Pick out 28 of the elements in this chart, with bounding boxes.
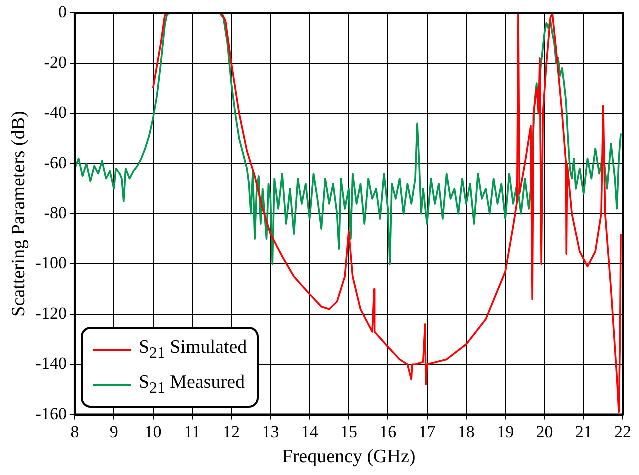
x-tick-label: 22 <box>614 422 632 442</box>
y-tick-label: -60 <box>44 153 67 172</box>
y-tick-label: -100 <box>36 254 67 273</box>
legend-label: S$_{21}$ Measured <box>138 370 246 398</box>
x-tick-label: 18 <box>458 422 475 442</box>
y-tick-label: -20 <box>44 52 67 72</box>
x-tick-label: 16 <box>380 422 397 442</box>
x-tick-label: 19 <box>497 422 514 442</box>
x-tick-label: 17 <box>418 422 436 442</box>
x-tick-label: 20 <box>536 422 554 442</box>
y-tick-label: 0 <box>58 2 67 22</box>
legend-label: S$_{21}$ Simulated <box>138 336 248 364</box>
x-tick-label: 10 <box>144 422 162 442</box>
x-tick-label: 8 <box>70 422 80 442</box>
x-tick-label: 15 <box>340 422 358 442</box>
y-tick-label: -80 <box>44 203 67 222</box>
y-tick-label: -140 <box>36 354 67 374</box>
x-tick-label: 13 <box>262 422 280 442</box>
y-tick-label: -40 <box>44 103 67 122</box>
x-tick-label: 21 <box>575 422 592 442</box>
y-tick-label: -160 <box>36 404 67 424</box>
y-axis-title: Scattering Parameters (dB) <box>8 111 30 317</box>
x-tick-label: 14 <box>301 422 319 442</box>
x-tick-label: 9 <box>110 422 118 442</box>
x-tick-label: 11 <box>184 422 201 442</box>
y-tick-label: -120 <box>36 304 67 323</box>
x-tick-label: 12 <box>223 422 240 442</box>
x-axis-title: Frequency (GHz) <box>282 446 416 468</box>
